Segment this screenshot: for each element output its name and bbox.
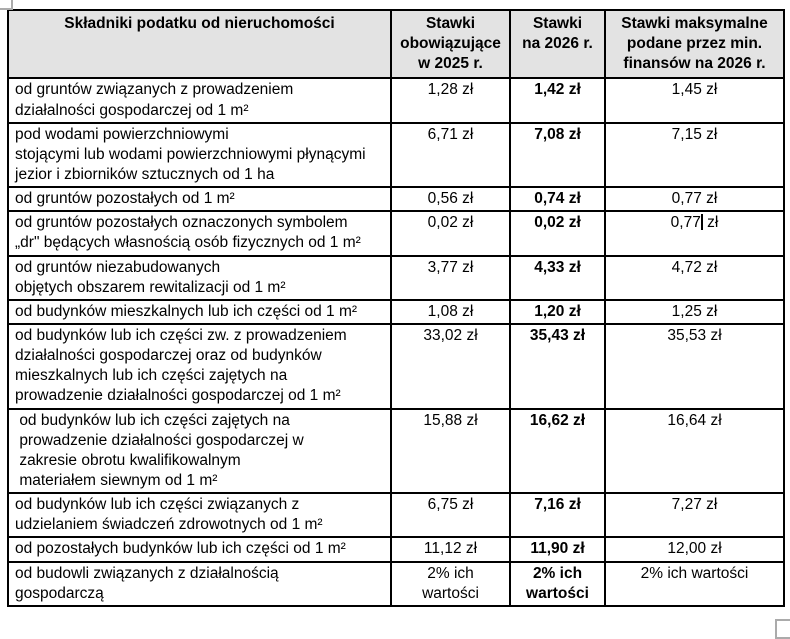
header-rate-2026[interactable]: Stawki na 2026 r. [509, 8, 606, 80]
tax-rates-table: Składniki podatku od nieruchomości Stawk… [7, 8, 785, 607]
rate-max-cell[interactable]: 2% ich wartości [604, 560, 785, 607]
rate-2025-cell[interactable]: 3,77 zł [390, 254, 511, 301]
rate-2025-cell[interactable]: 2% ich wartości [390, 560, 511, 607]
rate-max-cell[interactable]: 7,15 zł [604, 121, 785, 189]
row-label-cell[interactable]: pod wodami powierzchniowymi stojącymi lu… [7, 121, 392, 189]
row-label-cell[interactable]: od pozostałych budynków lub ich części o… [7, 536, 392, 563]
rate-2026-cell[interactable]: 1,42 zł [509, 77, 606, 124]
table-body: od gruntów związanych z prowadzeniem dzi… [7, 77, 785, 607]
header-component[interactable]: Składniki podatku od nieruchomości [7, 8, 392, 80]
rate-2025-cell[interactable]: 11,12 zł [390, 536, 511, 563]
table-row: od budynków lub ich części zajętych na p… [7, 407, 785, 495]
rate-2025-cell[interactable]: 6,75 zł [390, 492, 511, 539]
row-label-cell[interactable]: od gruntów pozostałych oznaczonych symbo… [7, 210, 392, 257]
row-label-cell[interactable]: od budynków mieszkalnych lub ich części … [7, 298, 392, 325]
rate-2026-cell[interactable]: 2% ich wartości [509, 560, 606, 607]
rate-2026-cell[interactable]: 7,16 zł [509, 492, 606, 539]
rate-2025-cell[interactable]: 1,08 zł [390, 298, 511, 325]
rate-max-cell[interactable]: 7,27 zł [604, 492, 785, 539]
rate-2026-cell[interactable]: 0,02 zł [509, 210, 606, 257]
table-row: od budynków lub ich części związanych z … [7, 492, 785, 539]
rate-2026-cell[interactable]: 0,74 zł [509, 186, 606, 213]
text-caret [700, 214, 703, 231]
rate-2026-cell[interactable]: 11,90 zł [509, 536, 606, 563]
row-label-cell[interactable]: od gruntów związanych z prowadzeniem dzi… [7, 77, 392, 124]
rate-max-cell[interactable]: 35,53 zł [604, 322, 785, 410]
row-label-cell[interactable]: od budynków lub ich części zajętych na p… [7, 407, 392, 495]
rate-2025-cell[interactable]: 15,88 zł [390, 407, 511, 495]
table-row: od gruntów niezabudowanych objętych obsz… [7, 254, 785, 301]
row-label-cell[interactable]: od gruntów niezabudowanych objętych obsz… [7, 254, 392, 301]
rate-2026-cell[interactable]: 4,33 zł [509, 254, 606, 301]
rate-2026-cell[interactable]: 7,08 zł [509, 121, 606, 189]
rate-max-cell[interactable]: 16,64 zł [604, 407, 785, 495]
rate-2026-cell[interactable]: 1,20 zł [509, 298, 606, 325]
table-row: od gruntów pozostałych oznaczonych symbo… [7, 210, 785, 257]
table-row: od pozostałych budynków lub ich części o… [7, 536, 785, 563]
row-label-cell[interactable]: od budynków lub ich części zw. z prowadz… [7, 322, 392, 410]
rate-max-cell[interactable]: 0,77 zł [604, 210, 785, 257]
table-move-handle[interactable] [0, 0, 13, 10]
row-label-cell[interactable]: od budowli związanych z działalnością go… [7, 560, 392, 607]
rate-max-cell[interactable]: 0,77 zł [604, 186, 785, 213]
table-row: od gruntów pozostałych od 1 m² 0,56 zł 0… [7, 186, 785, 213]
table-row: od budynków mieszkalnych lub ich części … [7, 298, 785, 325]
header-rate-max[interactable]: Stawki maksymalne podane przez min. fina… [604, 8, 785, 80]
rate-2025-cell[interactable]: 1,28 zł [390, 77, 511, 124]
rate-2025-cell[interactable]: 0,56 zł [390, 186, 511, 213]
rate-max-cell[interactable]: 12,00 zł [604, 536, 785, 563]
header-rate-2025[interactable]: Stawki obowiązujące w 2025 r. [390, 8, 511, 80]
rate-2025-cell[interactable]: 6,71 zł [390, 121, 511, 189]
rate-2026-cell[interactable]: 35,43 zł [509, 322, 606, 410]
rate-2025-cell[interactable]: 0,02 zł [390, 210, 511, 257]
row-label-cell[interactable]: od gruntów pozostałych od 1 m² [7, 186, 392, 213]
row-label-cell[interactable]: od budynków lub ich części związanych z … [7, 492, 392, 539]
table-resize-handle[interactable] [775, 619, 790, 639]
rate-max-cell[interactable]: 1,45 zł [604, 77, 785, 124]
table-row: od budowli związanych z działalnością go… [7, 560, 785, 607]
rate-2025-cell[interactable]: 33,02 zł [390, 322, 511, 410]
header-row: Składniki podatku od nieruchomości Stawk… [7, 8, 785, 80]
rate-max-cell[interactable]: 4,72 zł [604, 254, 785, 301]
table-row: od gruntów związanych z prowadzeniem dzi… [7, 77, 785, 124]
rate-2026-cell[interactable]: 16,62 zł [509, 407, 606, 495]
table-row: pod wodami powierzchniowymi stojącymi lu… [7, 121, 785, 189]
rate-max-cell[interactable]: 1,25 zł [604, 298, 785, 325]
table-row: od budynków lub ich części zw. z prowadz… [7, 322, 785, 410]
